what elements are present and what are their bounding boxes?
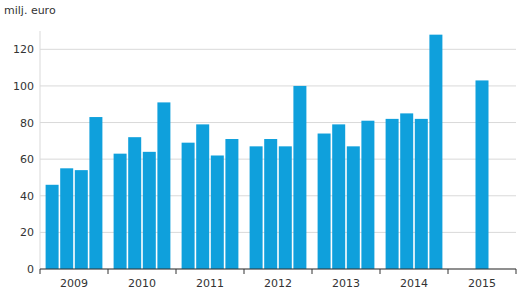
x-tick-label: 2012	[264, 277, 292, 290]
bar	[196, 124, 209, 269]
bar	[46, 185, 59, 269]
y-tick-label: 20	[20, 226, 34, 239]
bar	[415, 119, 428, 269]
bar	[347, 146, 360, 269]
x-tick-label: 2010	[128, 277, 156, 290]
bar	[89, 117, 102, 269]
chart-container: 0 20 40 60 80 100 120 milj. euro 2009 2010 2011 201…	[0, 0, 529, 302]
grid-line	[40, 232, 516, 233]
y-tick-label: 0	[27, 263, 34, 276]
grid-line	[40, 159, 516, 160]
bar	[264, 139, 277, 269]
bar	[75, 170, 88, 269]
x-tick	[40, 269, 41, 274]
x-tick	[108, 269, 109, 274]
grid-line	[40, 49, 516, 50]
bar	[429, 35, 442, 269]
x-tick	[176, 269, 177, 274]
y-tick-label: 60	[20, 153, 34, 166]
x-tick	[448, 269, 449, 274]
x-axis-line	[40, 269, 516, 270]
bar	[400, 113, 413, 269]
y-tick-label: 80	[20, 117, 34, 130]
bar	[332, 124, 345, 269]
bar	[211, 155, 224, 269]
x-tick-label: 2009	[60, 277, 88, 290]
x-tick	[312, 269, 313, 274]
y-tick-label: 40	[20, 190, 34, 203]
bar	[250, 146, 263, 269]
bar	[279, 146, 292, 269]
y-axis-line	[40, 31, 41, 269]
grid-line	[40, 85, 516, 86]
x-tick-label: 2011	[196, 277, 224, 290]
chart-svg: 0 20 40 60 80 100 120 milj. euro 2009 2010 2011 201…	[0, 0, 529, 302]
grid-line	[40, 269, 516, 270]
bar	[60, 168, 73, 269]
y-tick-label: 120	[13, 43, 34, 56]
bar	[361, 121, 374, 269]
bars	[46, 35, 489, 269]
bar	[318, 134, 331, 269]
y-axis-label: milj. euro	[4, 4, 56, 17]
x-tick-label: 2013	[332, 277, 360, 290]
grid-line	[40, 122, 516, 123]
bar	[386, 119, 399, 269]
bar	[157, 102, 170, 269]
bar	[128, 137, 141, 269]
x-tick	[516, 269, 517, 274]
bar	[114, 154, 127, 269]
x-tick-label: 2015	[468, 277, 496, 290]
bar	[182, 143, 195, 269]
bar	[476, 80, 489, 269]
x-tick-label: 2014	[400, 277, 428, 290]
x-tick	[244, 269, 245, 274]
y-tick-label: 100	[13, 80, 34, 93]
x-tick	[380, 269, 381, 274]
bar	[143, 152, 156, 269]
bar	[225, 139, 238, 269]
grid-line	[40, 195, 516, 196]
bar	[293, 86, 306, 269]
